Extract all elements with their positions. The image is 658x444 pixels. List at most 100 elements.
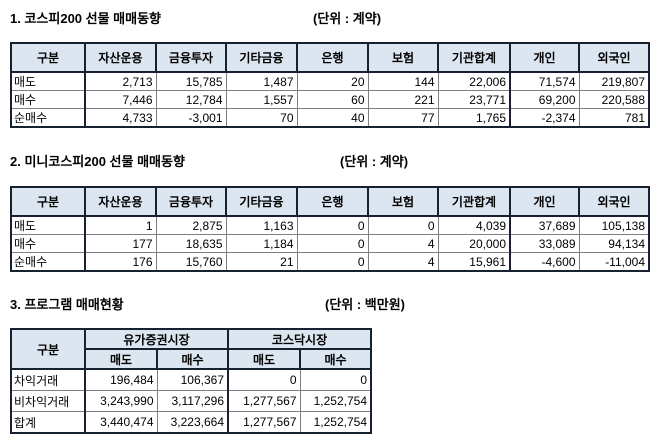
row-label: 순매수 [10, 108, 86, 128]
header-group-row: 구분 유가증권시장 코스닥시장 [10, 328, 373, 370]
value-cell: -11,004 [578, 252, 650, 272]
col-header-foreigner: 외국인 [578, 42, 650, 73]
value-cell: -4,600 [509, 252, 580, 272]
value-cell: 1,252,754 [299, 390, 373, 412]
value-cell: 1,277,567 [227, 411, 301, 434]
col-header-category: 구분 [10, 186, 86, 217]
table-header: 구분 유가증권시장 코스닥시장 매도 매수 매도 매수 [10, 328, 373, 370]
table-row: 순매수 176 15,760 21 0 4 15,961 -4,600 -11,004 [10, 252, 650, 272]
value-cell: 1,163 [225, 215, 298, 235]
value-cell: 1,252,754 [299, 411, 373, 434]
value-cell: 0 [299, 368, 373, 391]
table-row: 매도 1 2,875 1,163 0 0 4,039 37,689 105,138 [10, 215, 650, 235]
section-1-title: 1. 코스피200 선물 매매동향 [10, 11, 162, 26]
kospi200-futures-table: 구분 자산운용 금융투자 기타금융 은행 보험 기관합계 개인 외국인 매도 2,… [10, 42, 650, 128]
row-label: 매수 [10, 90, 86, 109]
value-cell: 21 [225, 252, 298, 272]
value-cell: 221 [367, 90, 439, 109]
program-trading-table: 구분 유가증권시장 코스닥시장 매도 매수 매도 매수 차익거래 196,484 1… [10, 328, 373, 434]
value-cell: 105,138 [578, 215, 650, 235]
row-label: 매도 [10, 215, 86, 235]
value-cell: -2,374 [509, 108, 580, 128]
value-cell: 3,223,664 [156, 411, 229, 434]
col-header-bank: 은행 [296, 186, 369, 217]
value-cell: 0 [227, 368, 301, 391]
value-cell: 3,440,474 [84, 411, 158, 434]
value-cell: 4 [367, 252, 439, 272]
value-cell: 60 [296, 90, 369, 109]
table-row: 합계 3,440,474 3,223,664 1,277,567 1,252,754 [10, 411, 373, 434]
table-row: 매도 2,713 15,785 1,487 20 144 22,006 71,574 219,8… [10, 71, 650, 91]
value-cell: 94,134 [578, 234, 650, 253]
value-cell: 20 [296, 71, 369, 91]
group-header-kosdaq-market: 코스닥시장 [226, 328, 373, 350]
group-header-kospi-market: 유가증권시장 [84, 328, 229, 350]
col-header-individual: 개인 [509, 186, 580, 217]
section-1-title-row: 1. 코스피200 선물 매매동향 (단위 : 계약) [0, 8, 658, 26]
value-cell: 15,760 [155, 252, 227, 272]
value-cell: 69,200 [509, 90, 580, 109]
table-body: 매도 1 2,875 1,163 0 0 4,039 37,689 105,138 매수 177 18… [10, 215, 650, 272]
value-cell: 40 [296, 108, 369, 128]
value-cell: 1 [84, 215, 157, 235]
value-cell: 7,446 [84, 90, 157, 109]
value-cell: 106,367 [156, 368, 229, 391]
value-cell: 144 [367, 71, 439, 91]
value-cell: 219,807 [578, 71, 650, 91]
sub-header-buy-kospi: 매수 [156, 348, 229, 370]
row-label: 순매수 [10, 252, 86, 272]
col-header-asset-mgmt: 자산운용 [84, 42, 157, 73]
row-label: 합계 [10, 411, 86, 434]
table-row: 매수 7,446 12,784 1,557 60 221 23,771 69,200 220,5… [10, 90, 650, 109]
value-cell: 4,039 [437, 215, 511, 235]
sub-header-sell-kosdaq: 매도 [227, 348, 301, 370]
value-cell: 71,574 [509, 71, 580, 91]
table-row: 차익거래 196,484 106,367 0 0 [10, 368, 373, 391]
value-cell: 1,765 [437, 108, 511, 128]
table-row: 매수 177 18,635 1,184 0 4 20,000 33,089 94,134 [10, 234, 650, 253]
value-cell: 220,588 [578, 90, 650, 109]
section-3-title-row: 3. 프로그램 매매현황 (단위 : 백만원) [0, 294, 658, 312]
value-cell: 0 [296, 215, 369, 235]
value-cell: 15,961 [437, 252, 511, 272]
value-cell: 70 [225, 108, 298, 128]
col-header-insurance: 보험 [367, 186, 439, 217]
table-body: 매도 2,713 15,785 1,487 20 144 22,006 71,574 219,8… [10, 71, 650, 128]
value-cell: 1,557 [225, 90, 298, 109]
table-row: 순매수 4,733 -3,001 70 40 77 1,765 -2,374 781 [10, 108, 650, 128]
value-cell: 15,785 [155, 71, 227, 91]
value-cell: 2,713 [84, 71, 157, 91]
value-cell: 12,784 [155, 90, 227, 109]
row-label: 차익거래 [10, 368, 86, 391]
sub-header-sell-kospi: 매도 [84, 348, 158, 370]
table-header: 구분 자산운용 금융투자 기타금융 은행 보험 기관합계 개인 외국인 [10, 42, 650, 73]
value-cell: 4 [367, 234, 439, 253]
value-cell: 781 [578, 108, 650, 128]
col-header-institution-total: 기관합계 [437, 186, 511, 217]
table-body: 차익거래 196,484 106,367 0 0 비차익거래 3,243,990 3,117,… [10, 368, 373, 434]
col-header-category: 구분 [10, 42, 86, 73]
col-header-insurance: 보험 [367, 42, 439, 73]
header-row: 구분 자산운용 금융투자 기타금융 은행 보험 기관합계 개인 외국인 [10, 42, 650, 73]
value-cell: 22,006 [437, 71, 511, 91]
value-cell: 177 [84, 234, 157, 253]
value-cell: 2,875 [155, 215, 227, 235]
value-cell: 33,089 [509, 234, 580, 253]
row-label: 매도 [10, 71, 86, 91]
value-cell: 1,184 [225, 234, 298, 253]
value-cell: 20,000 [437, 234, 511, 253]
col-header-other-fin: 기타금융 [225, 42, 298, 73]
value-cell: -3,001 [155, 108, 227, 128]
value-cell: 37,689 [509, 215, 580, 235]
value-cell: 1,487 [225, 71, 298, 91]
value-cell: 4,733 [84, 108, 157, 128]
value-cell: 1,277,567 [227, 390, 301, 412]
section-2-unit-label: (단위 : 계약) [340, 154, 409, 169]
header-row: 구분 자산운용 금융투자 기타금융 은행 보험 기관합계 개인 외국인 [10, 186, 650, 217]
col-header-institution-total: 기관합계 [437, 42, 511, 73]
value-cell: 176 [84, 252, 157, 272]
value-cell: 18,635 [155, 234, 227, 253]
value-cell: 0 [367, 215, 439, 235]
col-header-fin-invest: 금융투자 [155, 186, 227, 217]
